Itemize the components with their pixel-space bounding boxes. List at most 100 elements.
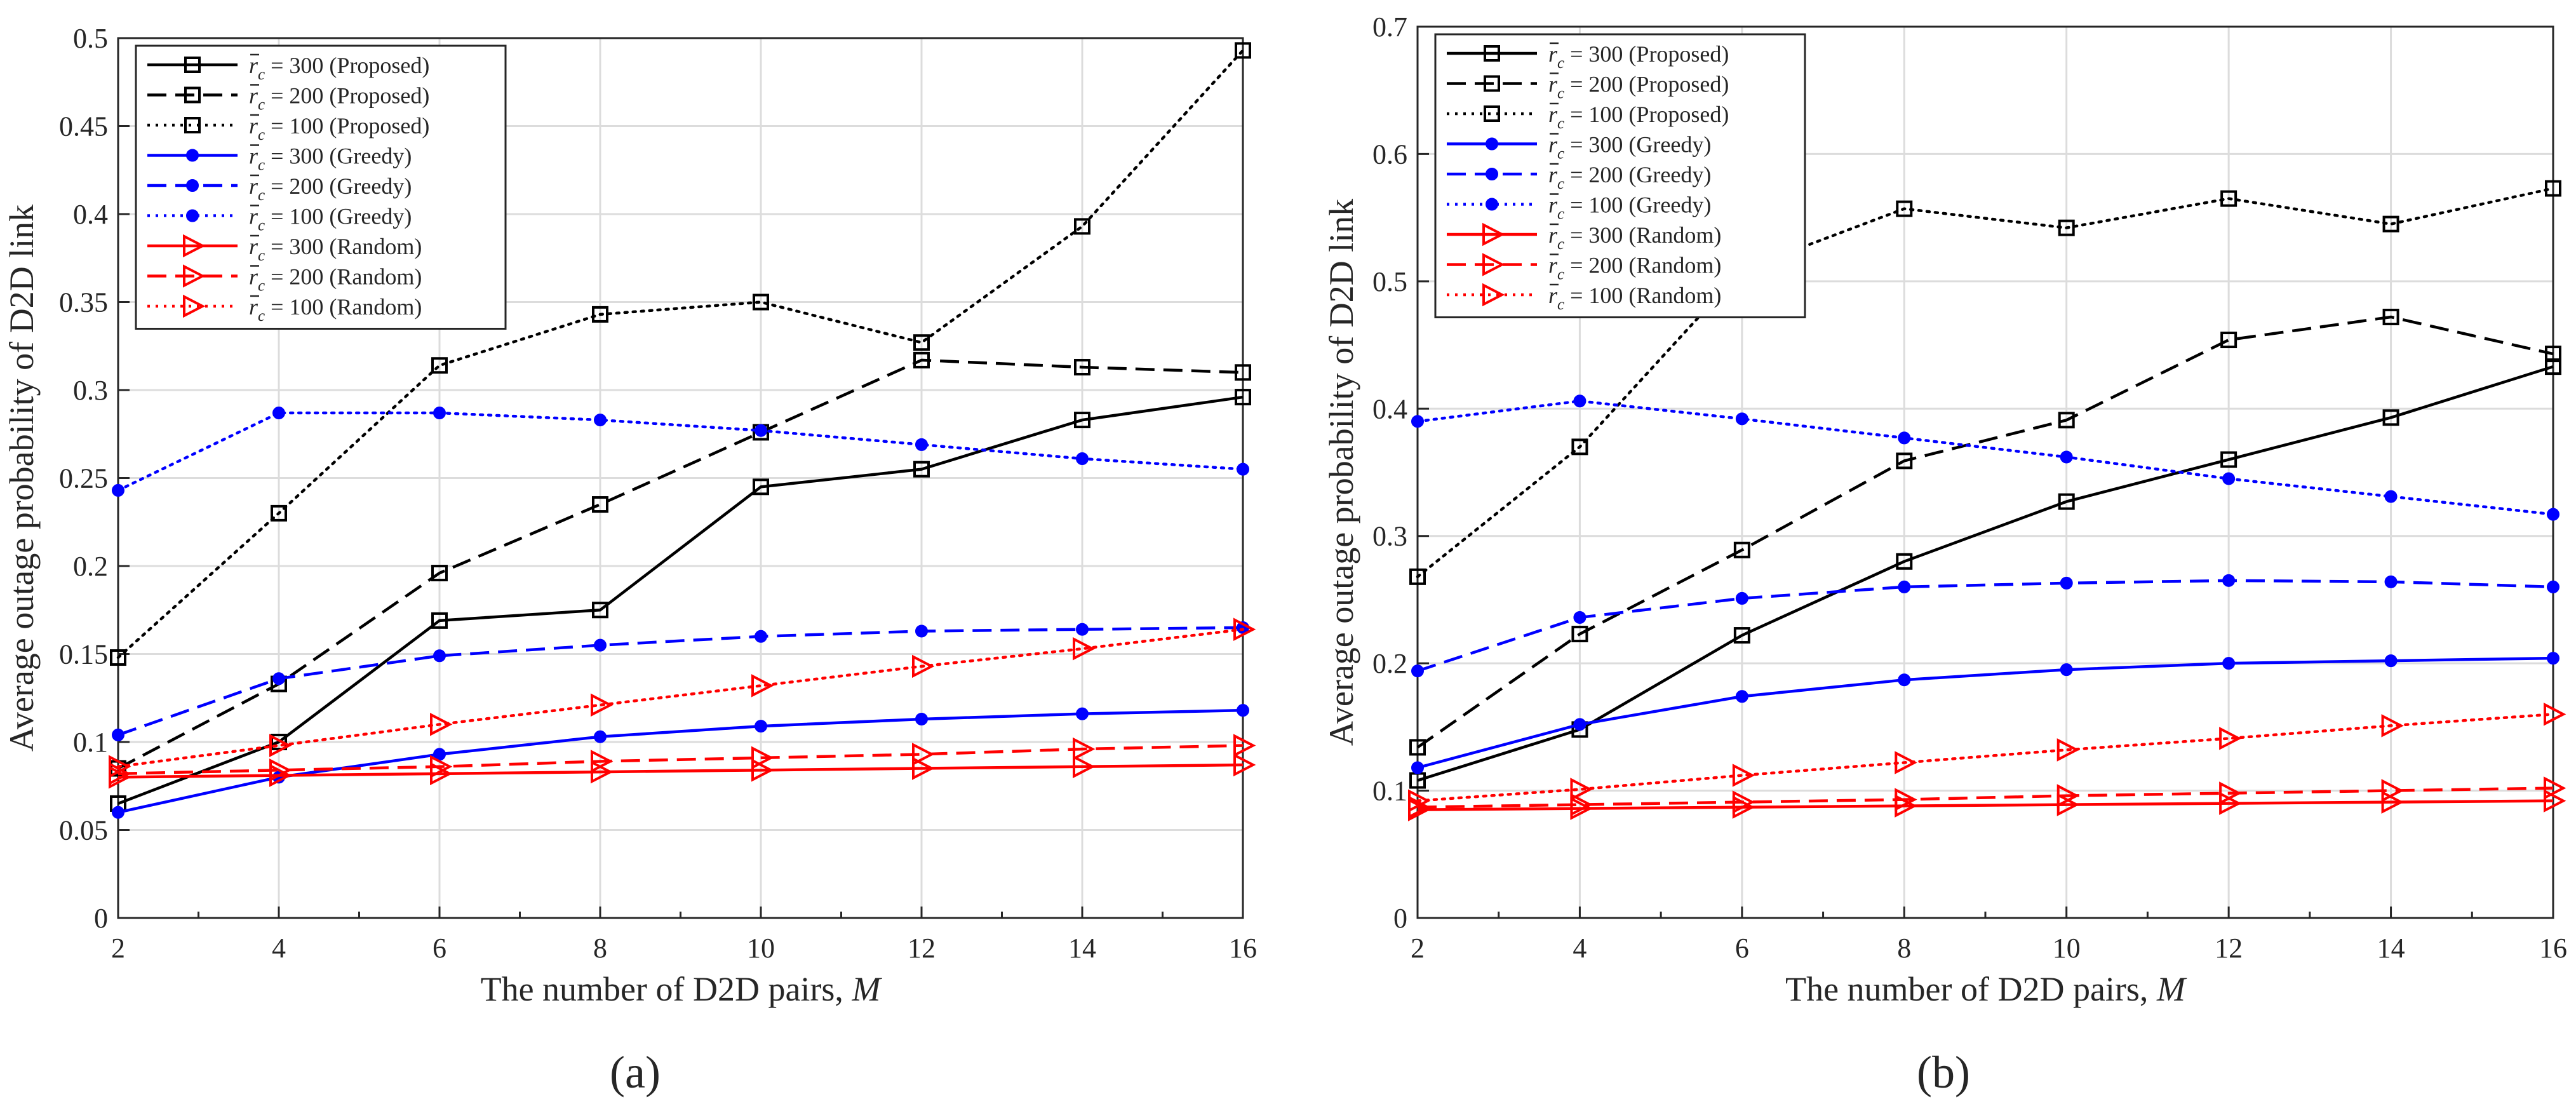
data-point bbox=[913, 334, 930, 351]
y-tick-label: 0.2 bbox=[73, 551, 108, 582]
legend: rc = 300 (Proposed)rc = 200 (Proposed)rc… bbox=[135, 44, 507, 330]
data-point bbox=[1074, 218, 1090, 235]
series-line bbox=[116, 628, 1245, 769]
legend-marker bbox=[184, 86, 201, 104]
legend-symbol: r bbox=[1548, 102, 1558, 127]
series-line bbox=[1416, 315, 2554, 749]
data-point bbox=[2222, 574, 2236, 587]
data-point bbox=[594, 638, 607, 652]
data-point bbox=[2060, 576, 2073, 590]
data-point bbox=[1732, 764, 1755, 787]
legend-marker bbox=[1484, 45, 1500, 62]
data-point bbox=[271, 504, 287, 522]
legend-entry: rc = 200 (Proposed) bbox=[1548, 72, 1729, 102]
data-point bbox=[2058, 412, 2075, 429]
data-point bbox=[2222, 657, 2236, 670]
legend-marker bbox=[184, 117, 201, 133]
data-point bbox=[594, 414, 607, 427]
x-tick-label: 8 bbox=[1897, 933, 1911, 964]
data-point bbox=[592, 602, 608, 619]
data-point bbox=[2058, 219, 2075, 236]
legend-marker bbox=[1482, 283, 1505, 307]
x-tick-label: 6 bbox=[433, 933, 446, 964]
data-point bbox=[753, 478, 769, 496]
data-point bbox=[2381, 779, 2404, 802]
legend-symbol: r bbox=[249, 204, 258, 229]
data-point bbox=[1411, 415, 1424, 428]
x-tick-label: 14 bbox=[2377, 933, 2405, 964]
data-point bbox=[431, 565, 448, 582]
data-point bbox=[2060, 663, 2073, 677]
x-tick-label: 4 bbox=[1573, 933, 1587, 964]
series-line bbox=[1416, 400, 2555, 516]
legend-entry: rc = 300 (Greedy) bbox=[249, 144, 412, 174]
x-axis-label: The number of D2D pairs, M bbox=[1785, 970, 2187, 1008]
data-point bbox=[1896, 200, 1913, 217]
series-line bbox=[1417, 579, 2554, 673]
y-tick-label: 0.3 bbox=[73, 375, 108, 406]
legend-entry: rc = 300 (Random) bbox=[1548, 222, 1721, 253]
data-point bbox=[751, 746, 774, 770]
data-point bbox=[2545, 346, 2561, 363]
y-tick-label: 0 bbox=[94, 903, 108, 934]
legend-marker bbox=[1482, 253, 1505, 276]
x-tick-label: 2 bbox=[1411, 933, 1425, 964]
legend-symbol: r bbox=[249, 113, 258, 138]
data-point bbox=[1571, 626, 1588, 643]
legend-symbol: r bbox=[249, 294, 258, 320]
series-line bbox=[117, 763, 1244, 779]
legend-entry: rc = 300 (Random) bbox=[249, 234, 422, 264]
chart-panel-a: 2 4 6 8 10 12 14 16 0 0.05 0.1 0.15 0.2 0.25 0.3 0.35 0.… bbox=[3, 23, 1257, 1098]
data-point bbox=[112, 728, 124, 741]
data-point bbox=[913, 461, 930, 478]
legend-symbol: r bbox=[249, 234, 258, 259]
data-point bbox=[2219, 727, 2242, 750]
legend-marker bbox=[1486, 137, 1498, 151]
x-tick-label: 4 bbox=[272, 933, 286, 964]
data-point bbox=[2382, 409, 2399, 426]
data-point bbox=[594, 730, 607, 743]
series-line bbox=[1416, 187, 2555, 579]
y-tick-label: 0.45 bbox=[59, 111, 108, 142]
x-axis-label: The number of D2D pairs, M bbox=[481, 970, 883, 1008]
y-tick-label: 0.1 bbox=[73, 727, 108, 758]
legend-symbol: r bbox=[1548, 162, 1558, 187]
legend-entry: rc = 300 (Proposed) bbox=[249, 53, 429, 83]
axes-box bbox=[117, 37, 1244, 919]
series-line bbox=[117, 626, 1244, 737]
legend-marker bbox=[184, 57, 201, 73]
data-point bbox=[592, 306, 608, 323]
y-tick-label: 0.5 bbox=[1372, 266, 1407, 297]
legend-entry: rc = 100 (Greedy) bbox=[1548, 192, 1711, 223]
data-point bbox=[1073, 637, 1096, 661]
legend-entry: rc = 300 (Greedy) bbox=[1548, 132, 1711, 163]
series-line bbox=[117, 744, 1244, 776]
data-point bbox=[2222, 472, 2236, 485]
x-tick-label: 6 bbox=[1735, 933, 1749, 964]
legend-marker bbox=[183, 234, 206, 258]
data-point bbox=[1074, 412, 1090, 429]
data-point bbox=[1076, 452, 1089, 466]
x-tick-label: 14 bbox=[1068, 933, 1096, 964]
data-point bbox=[272, 407, 285, 420]
data-point bbox=[2381, 790, 2404, 814]
data-point bbox=[112, 806, 124, 819]
panel-label: (b) bbox=[1917, 1047, 1970, 1098]
legend-marker bbox=[1486, 198, 1498, 211]
legend-symbol: r bbox=[249, 53, 258, 78]
data-point bbox=[2544, 703, 2566, 726]
data-point bbox=[591, 750, 614, 773]
legend-marker bbox=[1482, 222, 1505, 246]
legend-symbol: r bbox=[1548, 222, 1558, 248]
data-point bbox=[269, 759, 292, 782]
data-point bbox=[1898, 431, 1911, 445]
data-point bbox=[1895, 788, 1917, 811]
data-point bbox=[433, 649, 446, 663]
data-point bbox=[755, 630, 767, 643]
y-axis-label: Average outage probability of D2D link bbox=[1322, 199, 1360, 746]
y-tick-label: 0.3 bbox=[1372, 521, 1407, 552]
data-point bbox=[110, 649, 126, 666]
legend-entry: rc = 200 (Random) bbox=[249, 264, 422, 295]
legend-symbol: r bbox=[249, 83, 258, 109]
